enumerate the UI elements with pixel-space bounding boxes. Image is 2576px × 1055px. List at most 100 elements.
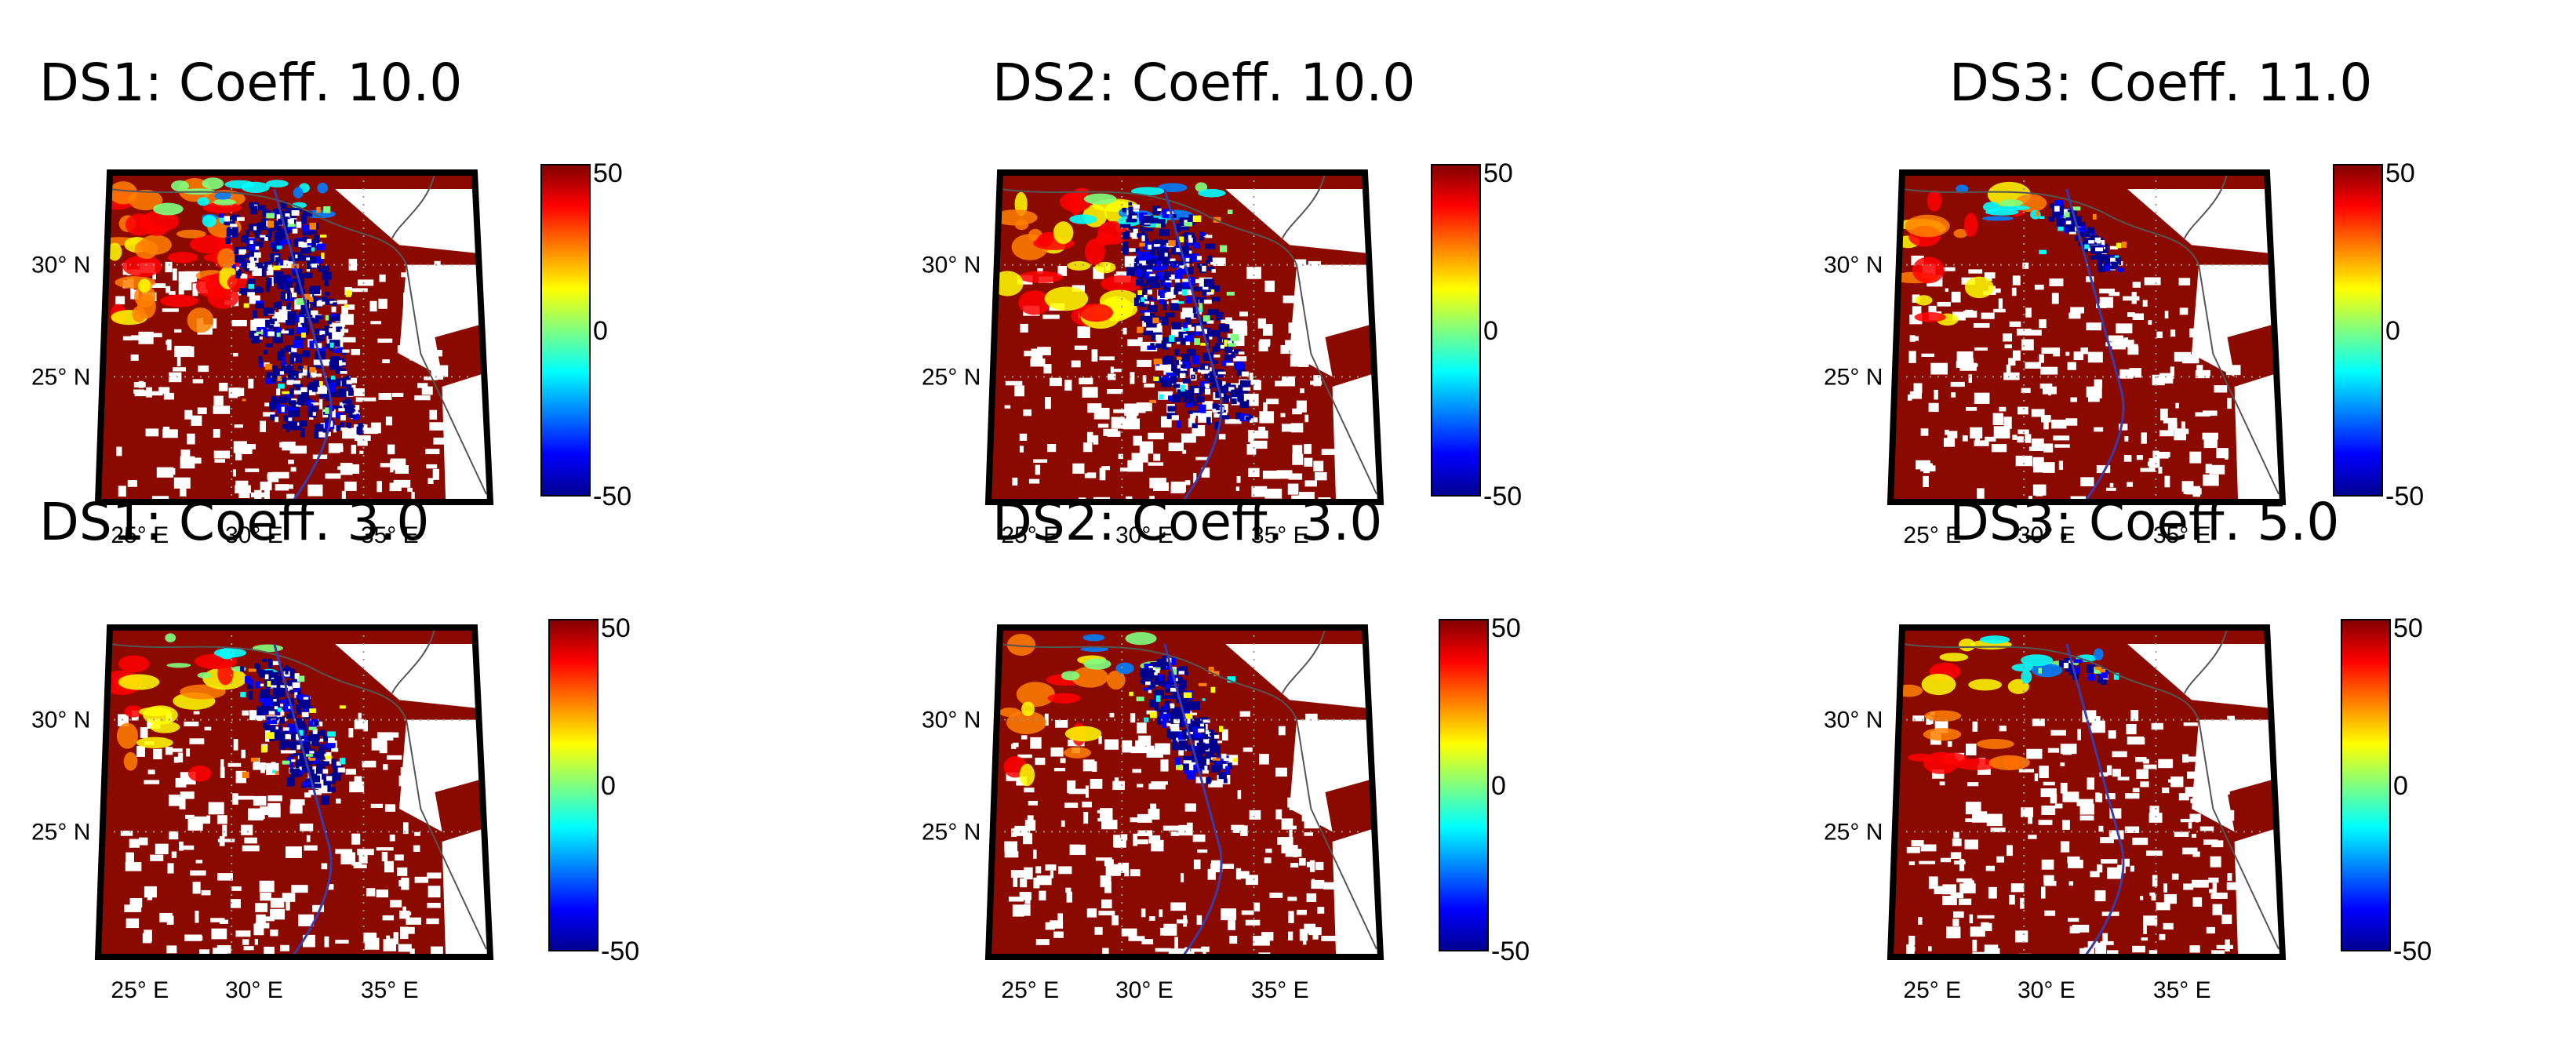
no-data-patch (1968, 374, 1972, 384)
field-anomaly (1173, 214, 1177, 218)
no-data-patch (1144, 312, 1151, 318)
field-anomaly (266, 372, 276, 379)
no-data-patch (2108, 830, 2124, 840)
field-anomaly (1176, 223, 1181, 232)
no-data-patch (377, 732, 394, 741)
field-anomaly (2099, 671, 2108, 678)
no-data-patch (321, 863, 328, 870)
no-data-patch (1107, 431, 1121, 437)
field-anomaly (247, 278, 256, 286)
no-data-patch (1205, 729, 1210, 734)
no-data-patch (268, 711, 275, 715)
field-anomaly (1230, 334, 1239, 341)
field-anomaly (225, 221, 236, 226)
no-data-patch (2020, 897, 2025, 909)
field-anomaly (187, 765, 212, 782)
no-data-patch (1201, 946, 1210, 952)
no-data-patch (1304, 820, 1321, 829)
field-anomaly (1194, 331, 1202, 336)
field-anomaly (1228, 343, 1236, 347)
no-data-patch (1217, 371, 1226, 375)
no-data-patch (2211, 840, 2224, 848)
no-data-patch (253, 226, 257, 231)
no-data-patch (1170, 723, 1180, 736)
no-data-patch (351, 861, 362, 866)
no-data-patch (369, 300, 377, 312)
no-data-patch (2192, 879, 2209, 888)
no-data-patch (2072, 924, 2090, 933)
field-anomaly (299, 420, 307, 427)
no-data-patch (1190, 712, 1197, 715)
no-data-patch (1069, 844, 1081, 852)
no-data-patch (1164, 253, 1168, 257)
no-data-patch (281, 406, 285, 413)
no-data-patch (193, 711, 200, 715)
no-data-patch (281, 330, 289, 334)
no-data-patch (434, 260, 441, 267)
no-data-patch (220, 759, 224, 770)
no-data-patch (1169, 360, 1173, 373)
no-data-patch (1908, 861, 1916, 865)
no-data-patch (1993, 426, 2010, 439)
no-data-patch (1214, 734, 1220, 739)
no-data-patch (2053, 347, 2061, 357)
field-anomaly (267, 719, 278, 725)
no-data-patch (1043, 364, 1052, 374)
field-anomaly (2116, 242, 2122, 249)
no-data-patch (370, 422, 381, 434)
no-data-patch (272, 660, 281, 665)
no-data-patch (2136, 769, 2148, 779)
field-anomaly (1212, 758, 1221, 761)
lon-tick-label: 25° E (111, 977, 169, 1003)
field-anomaly (1190, 401, 1198, 406)
no-data-patch (158, 387, 170, 395)
no-data-patch (1171, 300, 1179, 304)
no-data-patch (325, 473, 341, 479)
no-data-patch (1083, 812, 1089, 824)
field-anomaly (260, 689, 270, 699)
field-anomaly (1183, 328, 1188, 332)
field-anomaly (1016, 682, 1055, 708)
field-anomaly (1239, 399, 1250, 408)
field-anomaly (315, 256, 323, 264)
no-data-patch (2028, 835, 2037, 839)
field-anomaly (275, 701, 281, 708)
no-data-patch (254, 333, 259, 337)
no-data-patch (1130, 817, 1144, 823)
colorbar-min-label: -50 (2393, 937, 2432, 966)
no-data-patch (2009, 321, 2021, 327)
field-anomaly (202, 214, 216, 227)
no-data-patch (2108, 335, 2123, 342)
no-data-patch (1999, 726, 2007, 732)
field-anomaly (1210, 329, 1221, 337)
field-anomaly (253, 286, 262, 293)
field-anomaly (1149, 699, 1158, 708)
field-anomaly (289, 727, 300, 735)
field-anomaly (999, 708, 1021, 718)
no-data-patch (2209, 889, 2215, 893)
field-anomaly (318, 766, 322, 772)
field-anomaly (327, 389, 338, 397)
no-data-patch (2132, 282, 2141, 288)
no-data-patch (413, 845, 420, 853)
field-anomaly (1202, 289, 1211, 295)
no-data-patch (1315, 471, 1327, 481)
field-anomaly (334, 358, 345, 362)
sea-area (2234, 825, 2283, 957)
no-data-patch (1315, 861, 1324, 871)
field-anomaly (1147, 296, 1153, 300)
no-data-patch (231, 387, 245, 396)
no-data-patch (1101, 899, 1112, 909)
no-data-patch (1266, 398, 1279, 405)
no-data-patch (227, 762, 242, 767)
no-data-patch (2095, 792, 2100, 802)
no-data-patch (2109, 246, 2118, 249)
field-anomaly (1193, 313, 1198, 318)
field-anomaly (1142, 287, 1152, 293)
field-anomaly (297, 254, 303, 260)
field-anomaly (2076, 227, 2083, 231)
no-data-patch (1972, 940, 1977, 952)
no-data-patch (218, 382, 228, 391)
no-data-patch (168, 372, 182, 383)
colorbar-min-label: -50 (1491, 937, 1530, 966)
